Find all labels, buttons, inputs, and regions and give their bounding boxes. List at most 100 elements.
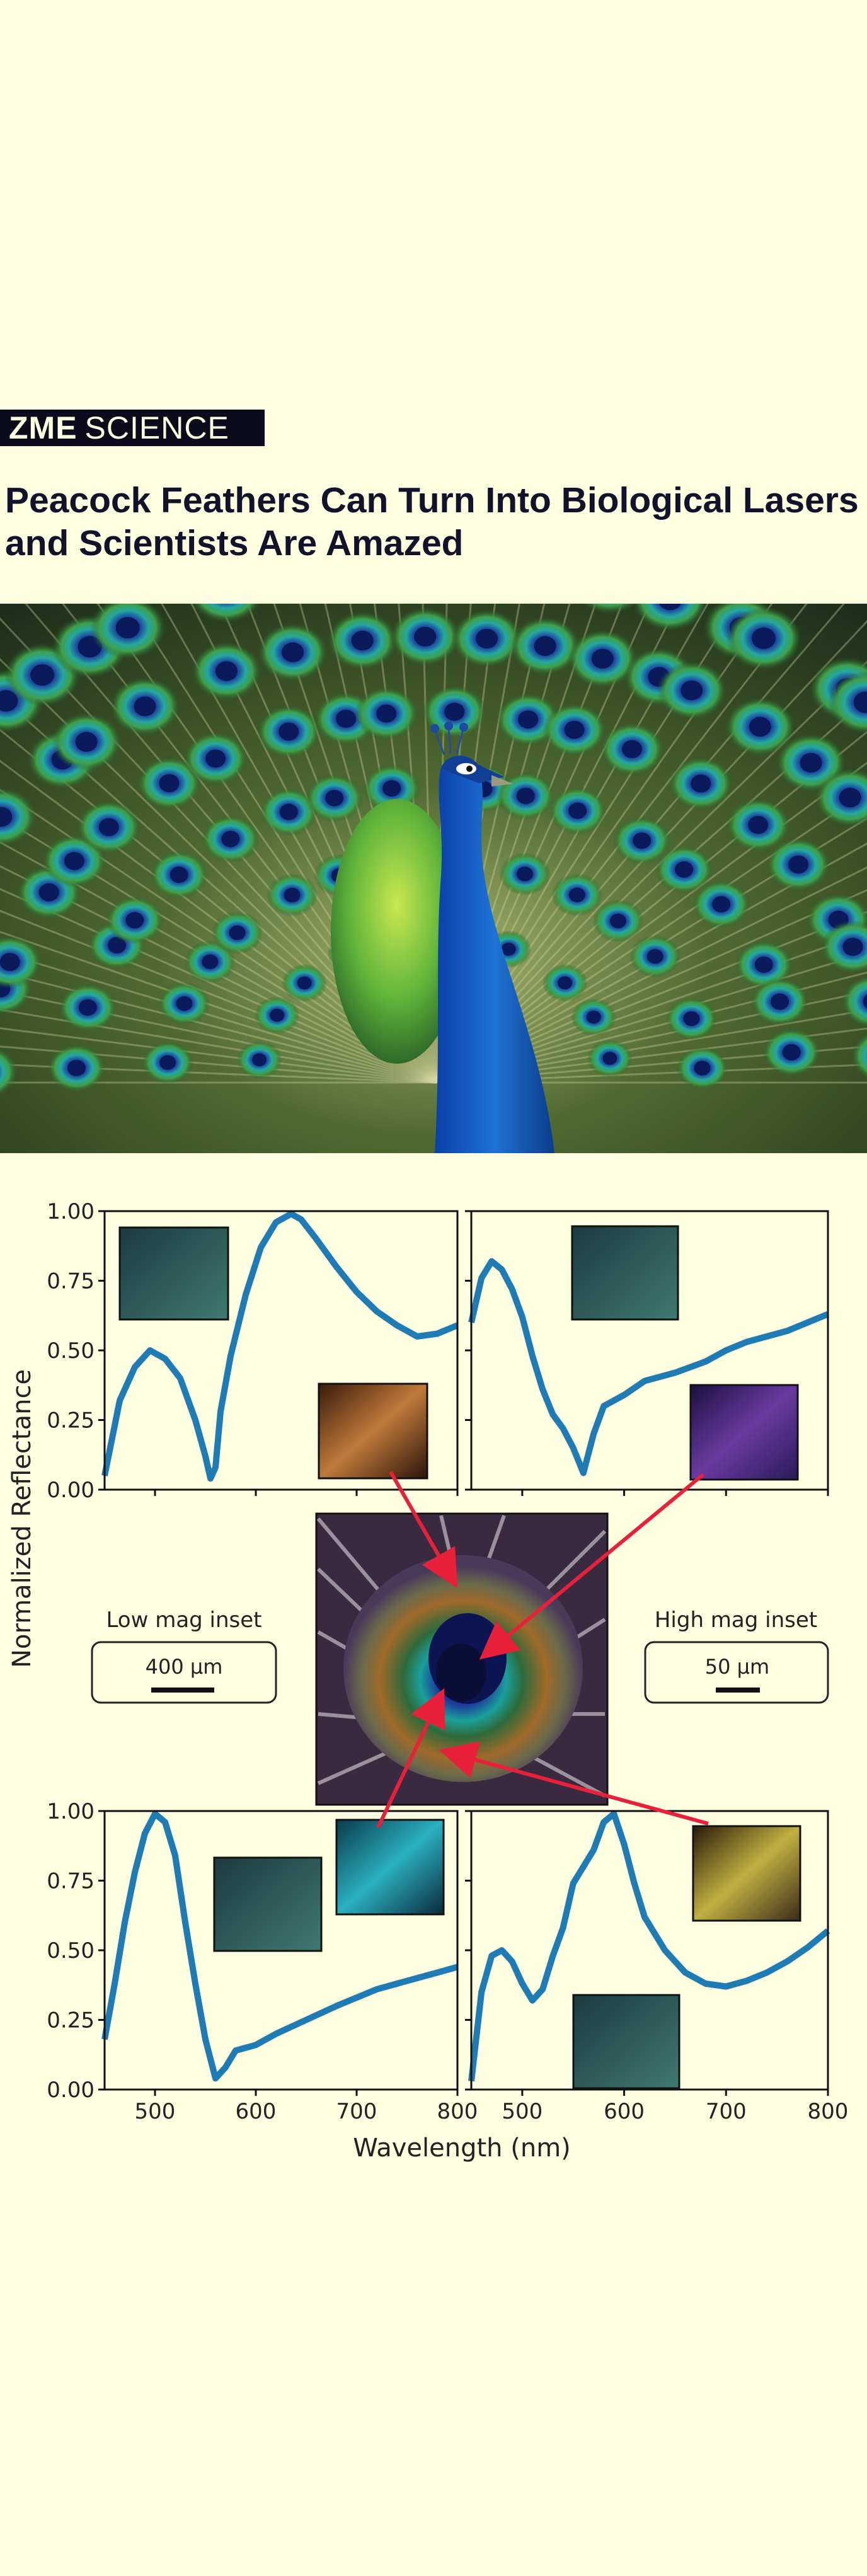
feather-eyespot xyxy=(137,756,202,810)
panel-top-left: 0.00 0.25 0.50 0.75 1.00 xyxy=(47,1199,459,1503)
feather-eyespot xyxy=(725,698,795,756)
feather-eyespot xyxy=(192,642,261,701)
inset-top-right-purple xyxy=(689,1384,799,1481)
inset-top-left-dark xyxy=(118,1226,229,1321)
y-tick-label: 0.75 xyxy=(47,1869,95,1894)
feather-eyespot xyxy=(497,772,554,820)
feather-eyespot xyxy=(260,788,318,836)
feather-eyespot xyxy=(184,940,236,984)
feather-eyespot xyxy=(613,817,671,865)
feather-eyespot xyxy=(587,1039,633,1078)
feather-eyespot xyxy=(390,607,461,666)
feather-eyespot xyxy=(629,934,681,978)
feather-eyespot xyxy=(592,899,644,943)
feather-eyespot xyxy=(657,661,727,720)
feather-eyespot xyxy=(51,713,122,771)
y-tick-label: 0.00 xyxy=(47,1478,95,1503)
inset-bottom-left-dark xyxy=(213,1856,323,1952)
logo-light-text: SCIENCE xyxy=(84,410,229,446)
feather-eyespot xyxy=(282,963,328,1002)
feather-eyespot xyxy=(655,845,713,894)
feather-eyespot xyxy=(851,1033,867,1079)
panel-top-right xyxy=(465,1210,829,1496)
feather-eyespot xyxy=(676,1047,728,1090)
x-tick-label: 500 xyxy=(135,2099,176,2124)
feather-eyespot xyxy=(841,975,867,1028)
feather-eyespot xyxy=(142,1041,194,1084)
x-axis-label: Wavelength (nm) xyxy=(353,2134,571,2163)
feather-eyespot xyxy=(254,996,300,1035)
y-tick-label: 0.50 xyxy=(47,1338,95,1364)
high-mag-scale-box xyxy=(644,1641,829,1704)
arrow-to-feather-4 xyxy=(439,1741,709,1826)
low-mag-label: Low mag inset xyxy=(106,1607,261,1633)
x-tick-label: 700 xyxy=(336,2099,377,2124)
feather-eyespot xyxy=(0,788,37,846)
feather-eyespot xyxy=(542,963,588,1002)
feather-eyespot xyxy=(633,604,708,631)
y-tick-label: 1.00 xyxy=(47,1799,95,1824)
inset-bottom-right-gold xyxy=(692,1825,801,1922)
feather-eyespot xyxy=(726,798,790,852)
headline-line-1: Peacock Feathers Can Turn Into Biologica… xyxy=(5,480,859,520)
y-tick-label: 0.50 xyxy=(47,1938,95,1964)
feather-eyespot xyxy=(306,774,364,822)
headline-line-2: and Scientists Are Amazed xyxy=(5,523,464,563)
feather-eyespot xyxy=(236,1040,282,1079)
feather-eyespot xyxy=(158,982,210,1025)
reflectance-curve-bottom-right xyxy=(468,1810,830,2082)
feather-eyespot xyxy=(0,1048,18,1096)
x-tick-label: 500 xyxy=(502,2099,543,2124)
x-tick-label: 700 xyxy=(706,2099,747,2124)
reflectance-curve-bottom-left xyxy=(101,1810,459,2082)
inset-top-left-brown xyxy=(318,1383,428,1480)
y-tick-label: 0.75 xyxy=(47,1269,95,1294)
y-tick-label: 1.00 xyxy=(47,1199,95,1224)
x-tick-label: 600 xyxy=(604,2099,645,2124)
y-axis-label: Normalized Reflectance xyxy=(8,1369,37,1668)
reflectance-curve-top-left xyxy=(101,1210,459,1482)
feather-eyespot xyxy=(77,800,141,854)
feather-eyespot xyxy=(191,604,261,623)
feather-eyespot xyxy=(258,623,328,682)
feather-eyespot xyxy=(549,786,607,835)
feather-eyespot xyxy=(354,687,418,740)
high-mag-scale-text: 50 µm xyxy=(705,1655,769,1679)
arrow-to-feather-1 xyxy=(389,1471,457,1589)
feather-eyespot xyxy=(0,935,42,989)
feather-eyespot xyxy=(499,852,551,895)
peacock-hero-image xyxy=(0,604,867,1153)
feather-photo xyxy=(315,1512,609,1806)
feather-eyespot xyxy=(327,611,398,670)
feather-eyespot xyxy=(202,815,260,863)
feather-eyespot xyxy=(669,757,733,810)
x-tick-label: 600 xyxy=(236,2099,277,2124)
feather-eyespot xyxy=(510,617,580,676)
y-tick-label: 0.25 xyxy=(47,1408,95,1434)
feather-eyespot xyxy=(59,983,117,1032)
reflectance-figure: Normalized Reflectance Wavelength (nm) 0… xyxy=(0,1178,867,2174)
feather-eyespot xyxy=(110,677,180,735)
inset-images xyxy=(118,1225,801,2090)
arrow-to-feather-3 xyxy=(376,1688,445,1829)
feather-eyespot xyxy=(827,670,867,734)
feather-eyespot xyxy=(543,703,606,757)
feather-eyespot xyxy=(266,873,318,917)
inset-bottom-right-dark xyxy=(572,1994,680,2090)
panel-bottom-right: 500 600 700 800 xyxy=(465,1810,848,2124)
feather-eyespot xyxy=(183,732,248,785)
site-logo[interactable]: ZME SCIENCE xyxy=(0,410,265,446)
feather-eyespot xyxy=(751,977,809,1026)
feather-eyespot xyxy=(256,704,321,758)
feather-eyespot xyxy=(821,920,867,974)
x-tick-label: 800 xyxy=(437,2099,478,2124)
feather-eyespot xyxy=(600,722,664,776)
panel-bottom-left: 0.00 0.25 0.50 0.75 1.00 500 600 700 800 xyxy=(47,1799,478,2124)
feather-eyespot xyxy=(692,880,750,929)
y-tick-label: 0.25 xyxy=(47,2008,95,2033)
feather-eyespot xyxy=(150,851,208,899)
high-mag-label: High mag inset xyxy=(655,1607,817,1633)
low-mag-scale-text: 400 µm xyxy=(146,1655,223,1679)
article-headline: Peacock Feathers Can Turn Into Biologica… xyxy=(5,479,862,565)
inset-top-right-dark xyxy=(571,1225,679,1321)
